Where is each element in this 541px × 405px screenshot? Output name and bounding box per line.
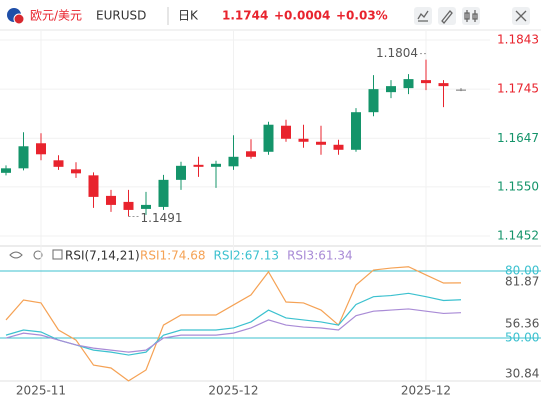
- candle-body: [333, 144, 344, 150]
- high-label: 1.1804: [376, 46, 418, 60]
- candle-body: [438, 83, 449, 87]
- tool-button[interactable]: [414, 7, 432, 25]
- candle-body: [316, 141, 326, 145]
- y-tick-label: 1.1452: [497, 228, 539, 242]
- rsi-line: [5, 266, 462, 382]
- candle-body: [246, 151, 256, 157]
- period[interactable]: 日K: [178, 9, 199, 23]
- rsi-line: [5, 292, 462, 356]
- rsi-icons: [9, 249, 63, 260]
- candle-body: [1, 168, 11, 173]
- symbol: EURUSD: [96, 9, 146, 23]
- candle-body: [176, 165, 186, 180]
- legend-entry: RSI2:67.13: [214, 249, 280, 263]
- y-tick-label: 1.1550: [497, 179, 539, 193]
- indicator-title: RSI(7,14,21): [65, 249, 140, 263]
- y-tick-label: 1.1745: [497, 82, 539, 96]
- flag: [7, 8, 25, 25]
- price: 1.1744: [222, 9, 268, 23]
- reference-label: 50.00: [505, 331, 539, 345]
- y-tick-label: 56.36: [505, 316, 539, 330]
- candle-body: [351, 112, 361, 150]
- tool-button[interactable]: [462, 7, 480, 25]
- x-tick-label: 2025-12: [208, 384, 258, 398]
- change: +0.0004: [274, 9, 330, 23]
- candle-body: [211, 163, 221, 167]
- candle-body: [88, 175, 99, 197]
- low-label: 1.1491: [141, 211, 183, 225]
- expand-icon[interactable]: [52, 249, 63, 260]
- toolbar: [414, 7, 530, 25]
- candle-body: [158, 179, 169, 207]
- candle-body: [123, 201, 134, 210]
- candle-body: [298, 138, 309, 142]
- change-pct: +0.03%: [336, 9, 388, 23]
- candle-body: [228, 156, 239, 167]
- candle-body: [141, 204, 151, 209]
- settings-icon[interactable]: [33, 250, 43, 260]
- reference-label: 80.00: [505, 263, 539, 277]
- candle-body: [36, 143, 46, 155]
- candle-body: [53, 160, 64, 167]
- candle-body: [281, 125, 291, 139]
- candle-body: [403, 79, 414, 89]
- legend-entry: RSI1:74.68: [140, 249, 206, 263]
- candle-body: [193, 164, 204, 167]
- candle-body: [263, 124, 274, 152]
- rsi-line: [5, 308, 462, 353]
- candle-body: [421, 80, 431, 84]
- y-tick-label: 1.1843: [497, 33, 539, 47]
- candle-body: [386, 86, 396, 93]
- candle-body: [368, 89, 379, 113]
- candle-body: [71, 169, 81, 174]
- legend-entry: RSI3:61.34: [287, 249, 353, 263]
- x-tick-label: 2025-12: [401, 384, 451, 398]
- eye-icon[interactable]: [9, 251, 23, 259]
- candle-body: [456, 89, 466, 91]
- candle-body: [106, 195, 116, 205]
- y-tick-label: 1.1647: [497, 131, 539, 145]
- y-tick-label: 30.84: [505, 367, 539, 381]
- y-tick-label: 81.87: [505, 274, 539, 288]
- x-tick-label: 2025-11: [16, 384, 66, 398]
- tool-button[interactable]: [438, 7, 456, 25]
- candle-body: [18, 146, 29, 169]
- tool-button[interactable]: [512, 7, 530, 25]
- pair-name: 欧元/美元: [30, 9, 82, 23]
